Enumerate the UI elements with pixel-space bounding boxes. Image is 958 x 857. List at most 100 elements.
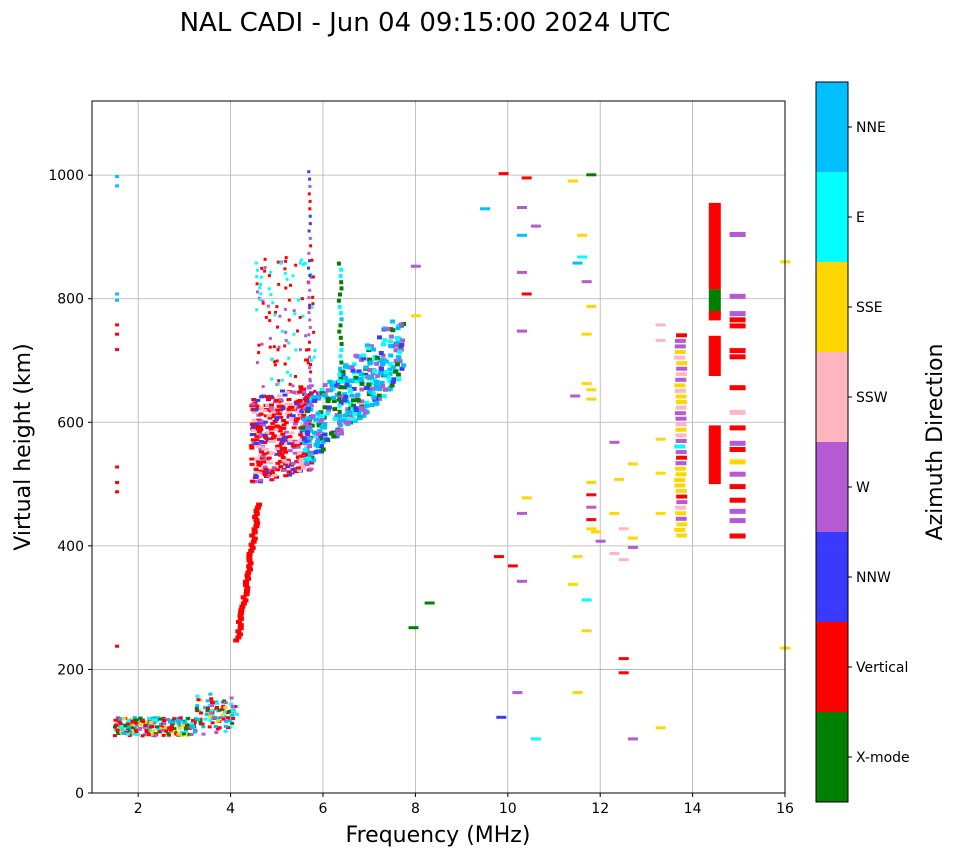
- echo-point: [298, 315, 302, 319]
- echo-point: [251, 536, 258, 541]
- echo-point: [294, 443, 300, 447]
- echo-point: [284, 402, 289, 406]
- echo-point: [392, 369, 398, 374]
- echo-point: [306, 400, 310, 403]
- echo-point: [115, 175, 120, 179]
- echo-point: [304, 334, 308, 338]
- y-tick-label: 600: [57, 415, 84, 431]
- echo-point: [217, 708, 222, 712]
- echo-point: [332, 416, 338, 421]
- echo-point: [273, 313, 277, 317]
- echo-point: [375, 373, 381, 378]
- echo-point: [231, 716, 236, 720]
- echo-point: [277, 282, 281, 286]
- echo-point: [517, 329, 527, 333]
- echo-point: [261, 301, 265, 305]
- echo-point: [312, 399, 318, 403]
- echo-point: [294, 402, 300, 406]
- echo-point: [193, 717, 198, 721]
- echo-point: [259, 445, 265, 449]
- echo-point: [315, 437, 321, 442]
- echo-point: [292, 309, 296, 313]
- echo-point: [116, 731, 121, 735]
- echo-point: [390, 379, 396, 384]
- echo-point: [674, 338, 686, 343]
- echo-point: [675, 422, 687, 427]
- echo-point: [388, 344, 394, 348]
- echo-point: [289, 283, 292, 287]
- echo-point: [289, 405, 295, 409]
- echo-point: [209, 711, 214, 715]
- echo-point: [235, 635, 242, 640]
- echo-point: [198, 720, 203, 724]
- echo-point: [153, 733, 158, 737]
- echo-point: [310, 414, 316, 419]
- echo-point: [320, 447, 326, 452]
- echo-point: [260, 467, 266, 471]
- echo-point: [376, 393, 382, 398]
- echo-point: [116, 726, 121, 730]
- echo-point: [729, 508, 746, 514]
- echo-point: [319, 387, 325, 392]
- echo-point: [311, 295, 315, 299]
- echo-point: [517, 579, 527, 583]
- echo-point: [277, 345, 281, 349]
- echo-point: [319, 416, 325, 421]
- echo-point: [339, 342, 344, 346]
- echo-point: [223, 724, 228, 728]
- echo-point: [674, 350, 686, 354]
- echo-point: [301, 437, 307, 442]
- echo-point: [304, 438, 310, 443]
- echo-point: [364, 343, 370, 348]
- echo-point: [401, 363, 407, 368]
- echo-point: [266, 474, 271, 478]
- echo-point: [275, 305, 279, 309]
- echo-point: [282, 448, 288, 452]
- echo-point: [259, 275, 263, 279]
- echo-point: [296, 466, 302, 470]
- echo-point: [498, 172, 509, 176]
- echo-point: [675, 439, 687, 443]
- echo-point: [309, 392, 313, 396]
- echo-point: [729, 293, 746, 299]
- echo-point: [152, 716, 157, 720]
- echo-point: [186, 716, 191, 720]
- echo-point: [123, 723, 128, 727]
- echo-point: [338, 428, 344, 433]
- echo-point: [343, 420, 349, 425]
- echo-point: [278, 415, 284, 419]
- echo-point: [307, 229, 311, 233]
- echo-point: [117, 719, 122, 723]
- echo-point: [177, 721, 182, 725]
- echo-point: [397, 349, 403, 354]
- echo-point: [201, 725, 206, 729]
- echo-point: [259, 456, 265, 460]
- echo-point: [521, 292, 532, 296]
- echo-point: [258, 428, 264, 432]
- echo-point: [255, 398, 261, 402]
- echo-point: [338, 354, 343, 359]
- echo-point: [315, 440, 320, 445]
- echo-point: [340, 418, 346, 423]
- echo-point: [350, 417, 356, 421]
- echo-point: [269, 270, 273, 274]
- echo-point: [581, 598, 592, 602]
- echo-point: [268, 345, 272, 349]
- echo-point: [293, 312, 297, 316]
- echo-point: [383, 370, 389, 375]
- echo-point: [290, 462, 296, 465]
- echo-point: [246, 558, 253, 563]
- echo-point: [356, 412, 362, 416]
- echo-point: [280, 446, 285, 450]
- echo-point: [291, 426, 297, 430]
- echo-point: [337, 414, 343, 419]
- echo-point: [310, 258, 314, 262]
- echo-point: [572, 691, 583, 695]
- echo-point: [251, 527, 258, 532]
- echo-point: [243, 582, 249, 587]
- echo-point: [276, 394, 282, 398]
- echo-point: [337, 304, 342, 309]
- echo-point: [676, 500, 688, 505]
- echo-point: [288, 402, 294, 406]
- echo-point: [263, 470, 269, 474]
